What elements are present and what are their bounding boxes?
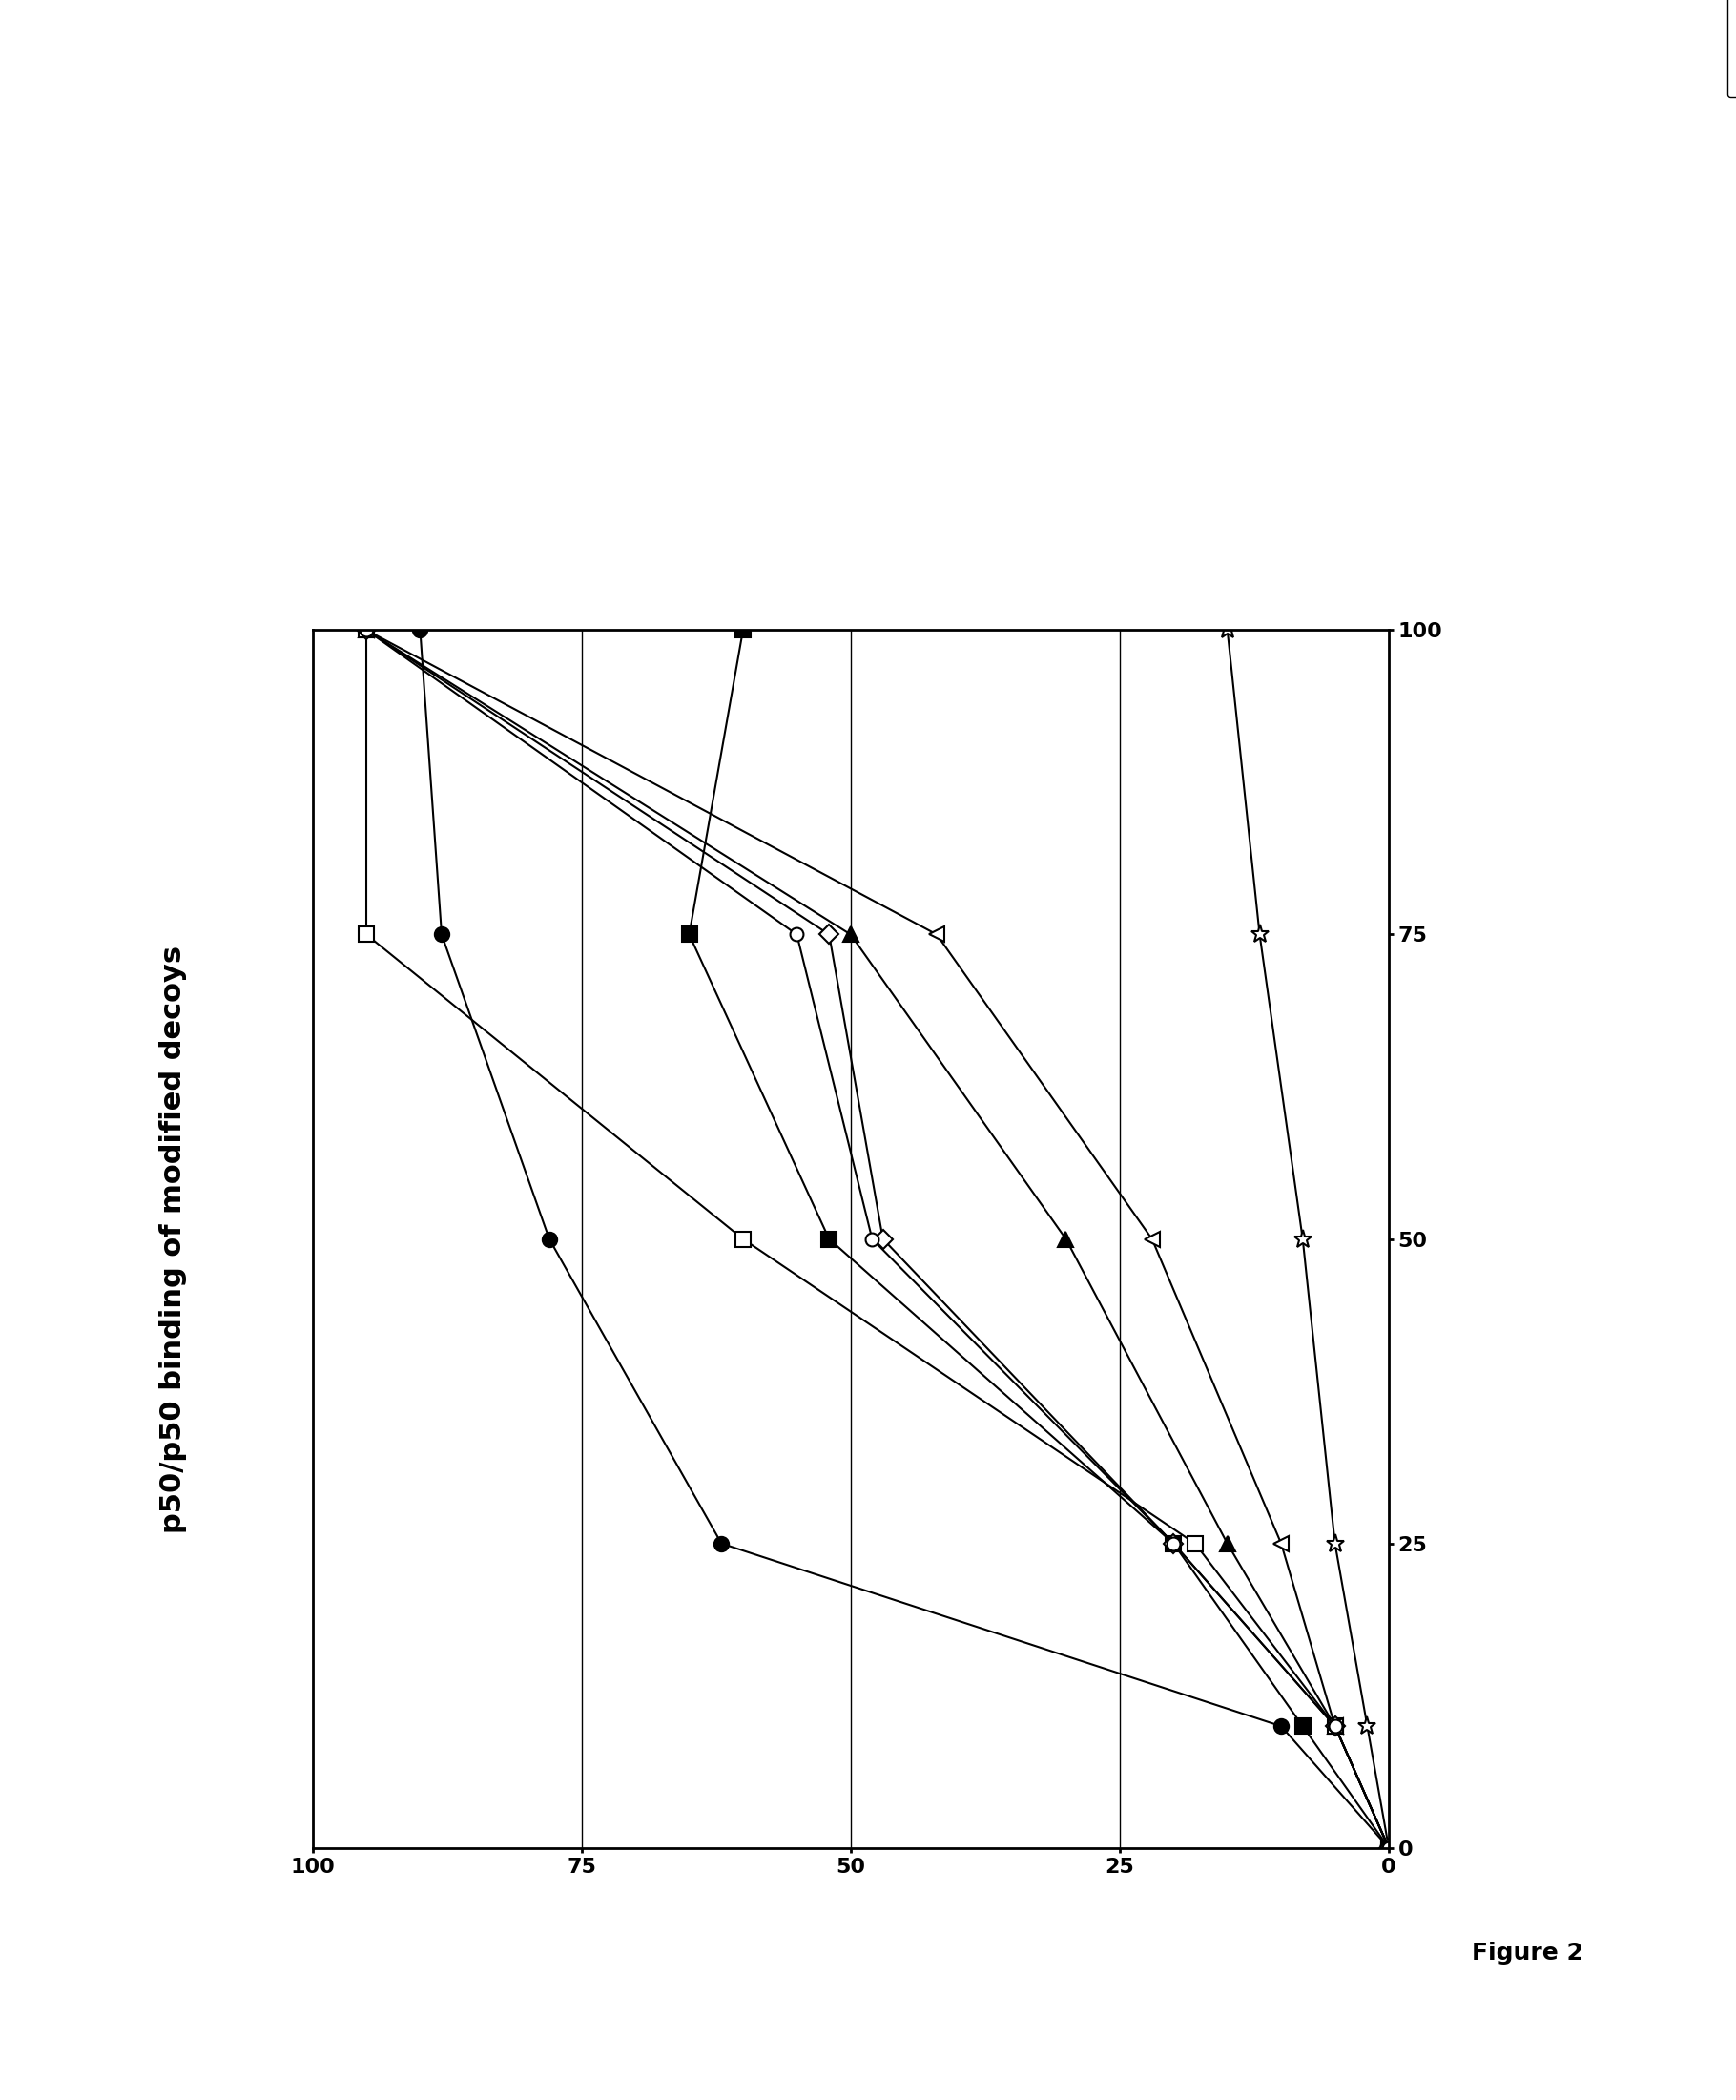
Line: core L 207.208: core L 207.208 [359,624,1396,1854]
core I 265.266 [927,922,948,947]
Legend: core C 113.114, core A 145.146, core D 151.152, core E 153.154, core F 157.158, : core C 113.114, core A 145.146, core D 1… [1727,0,1736,99]
core C 113.114 [1358,1714,1378,1739]
core G 159.160 [356,617,377,643]
Text: p50/p50 binding of modified decoys: p50/p50 binding of modified decoys [160,945,187,1533]
core C 113.114 [1378,1835,1399,1861]
core E 153.154 [819,1226,840,1252]
core L 207.208 [861,1226,882,1252]
core L 207.208 [786,922,807,947]
core L 207.208 [356,617,377,643]
core A 145.146 [1325,1714,1345,1739]
core A 145.146 [1217,1531,1238,1556]
Line: core C 113.114: core C 113.114 [1219,622,1397,1856]
core C 113.114 [1217,617,1238,643]
core E 153.154 [733,617,753,643]
Line: core D 151.152: core D 151.152 [359,624,1396,1854]
core D 151.152 [733,1226,753,1252]
core L 207.208 [1378,1835,1399,1861]
core L 207.208 [1325,1714,1345,1739]
core F 157.158 [712,1531,733,1556]
core A 145.146 [356,617,377,643]
core D 151.152 [356,922,377,947]
core I 265.266 [1271,1531,1292,1556]
core E 153.154 [1163,1531,1184,1556]
Line: core E 153.154: core E 153.154 [682,624,1396,1854]
core A 145.146 [840,922,861,947]
core A 145.146 [1378,1835,1399,1861]
core I 265.266 [1325,1714,1345,1739]
Line: core A 145.146: core A 145.146 [359,624,1396,1854]
core I 265.266 [1142,1226,1163,1252]
core G 159.160 [873,1226,894,1252]
core F 157.158 [431,922,451,947]
core F 157.158 [1271,1714,1292,1739]
Line: core I 265.266: core I 265.266 [359,624,1396,1854]
core E 153.154 [1378,1835,1399,1861]
core E 153.154 [1292,1714,1312,1739]
core D 151.152 [356,617,377,643]
core G 159.160 [1163,1531,1184,1556]
core D 151.152 [1325,1714,1345,1739]
core F 157.158 [538,1226,559,1252]
core F 157.158 [410,617,431,643]
Line: core G 159.160: core G 159.160 [359,624,1396,1854]
core G 159.160 [819,922,840,947]
core I 265.266 [1378,1835,1399,1861]
Text: Figure 2: Figure 2 [1472,1943,1583,1964]
core I 265.266 [356,617,377,643]
core L 207.208 [1163,1531,1184,1556]
core E 153.154 [679,922,700,947]
core C 113.114 [1250,922,1271,947]
core D 151.152 [1184,1531,1205,1556]
Line: core F 157.158: core F 157.158 [413,624,1396,1854]
core A 145.146 [1055,1226,1076,1252]
core C 113.114 [1292,1226,1312,1252]
core D 151.152 [1378,1835,1399,1861]
core G 159.160 [1325,1714,1345,1739]
core C 113.114 [1325,1531,1345,1556]
core F 157.158 [1378,1835,1399,1861]
core G 159.160 [1378,1835,1399,1861]
